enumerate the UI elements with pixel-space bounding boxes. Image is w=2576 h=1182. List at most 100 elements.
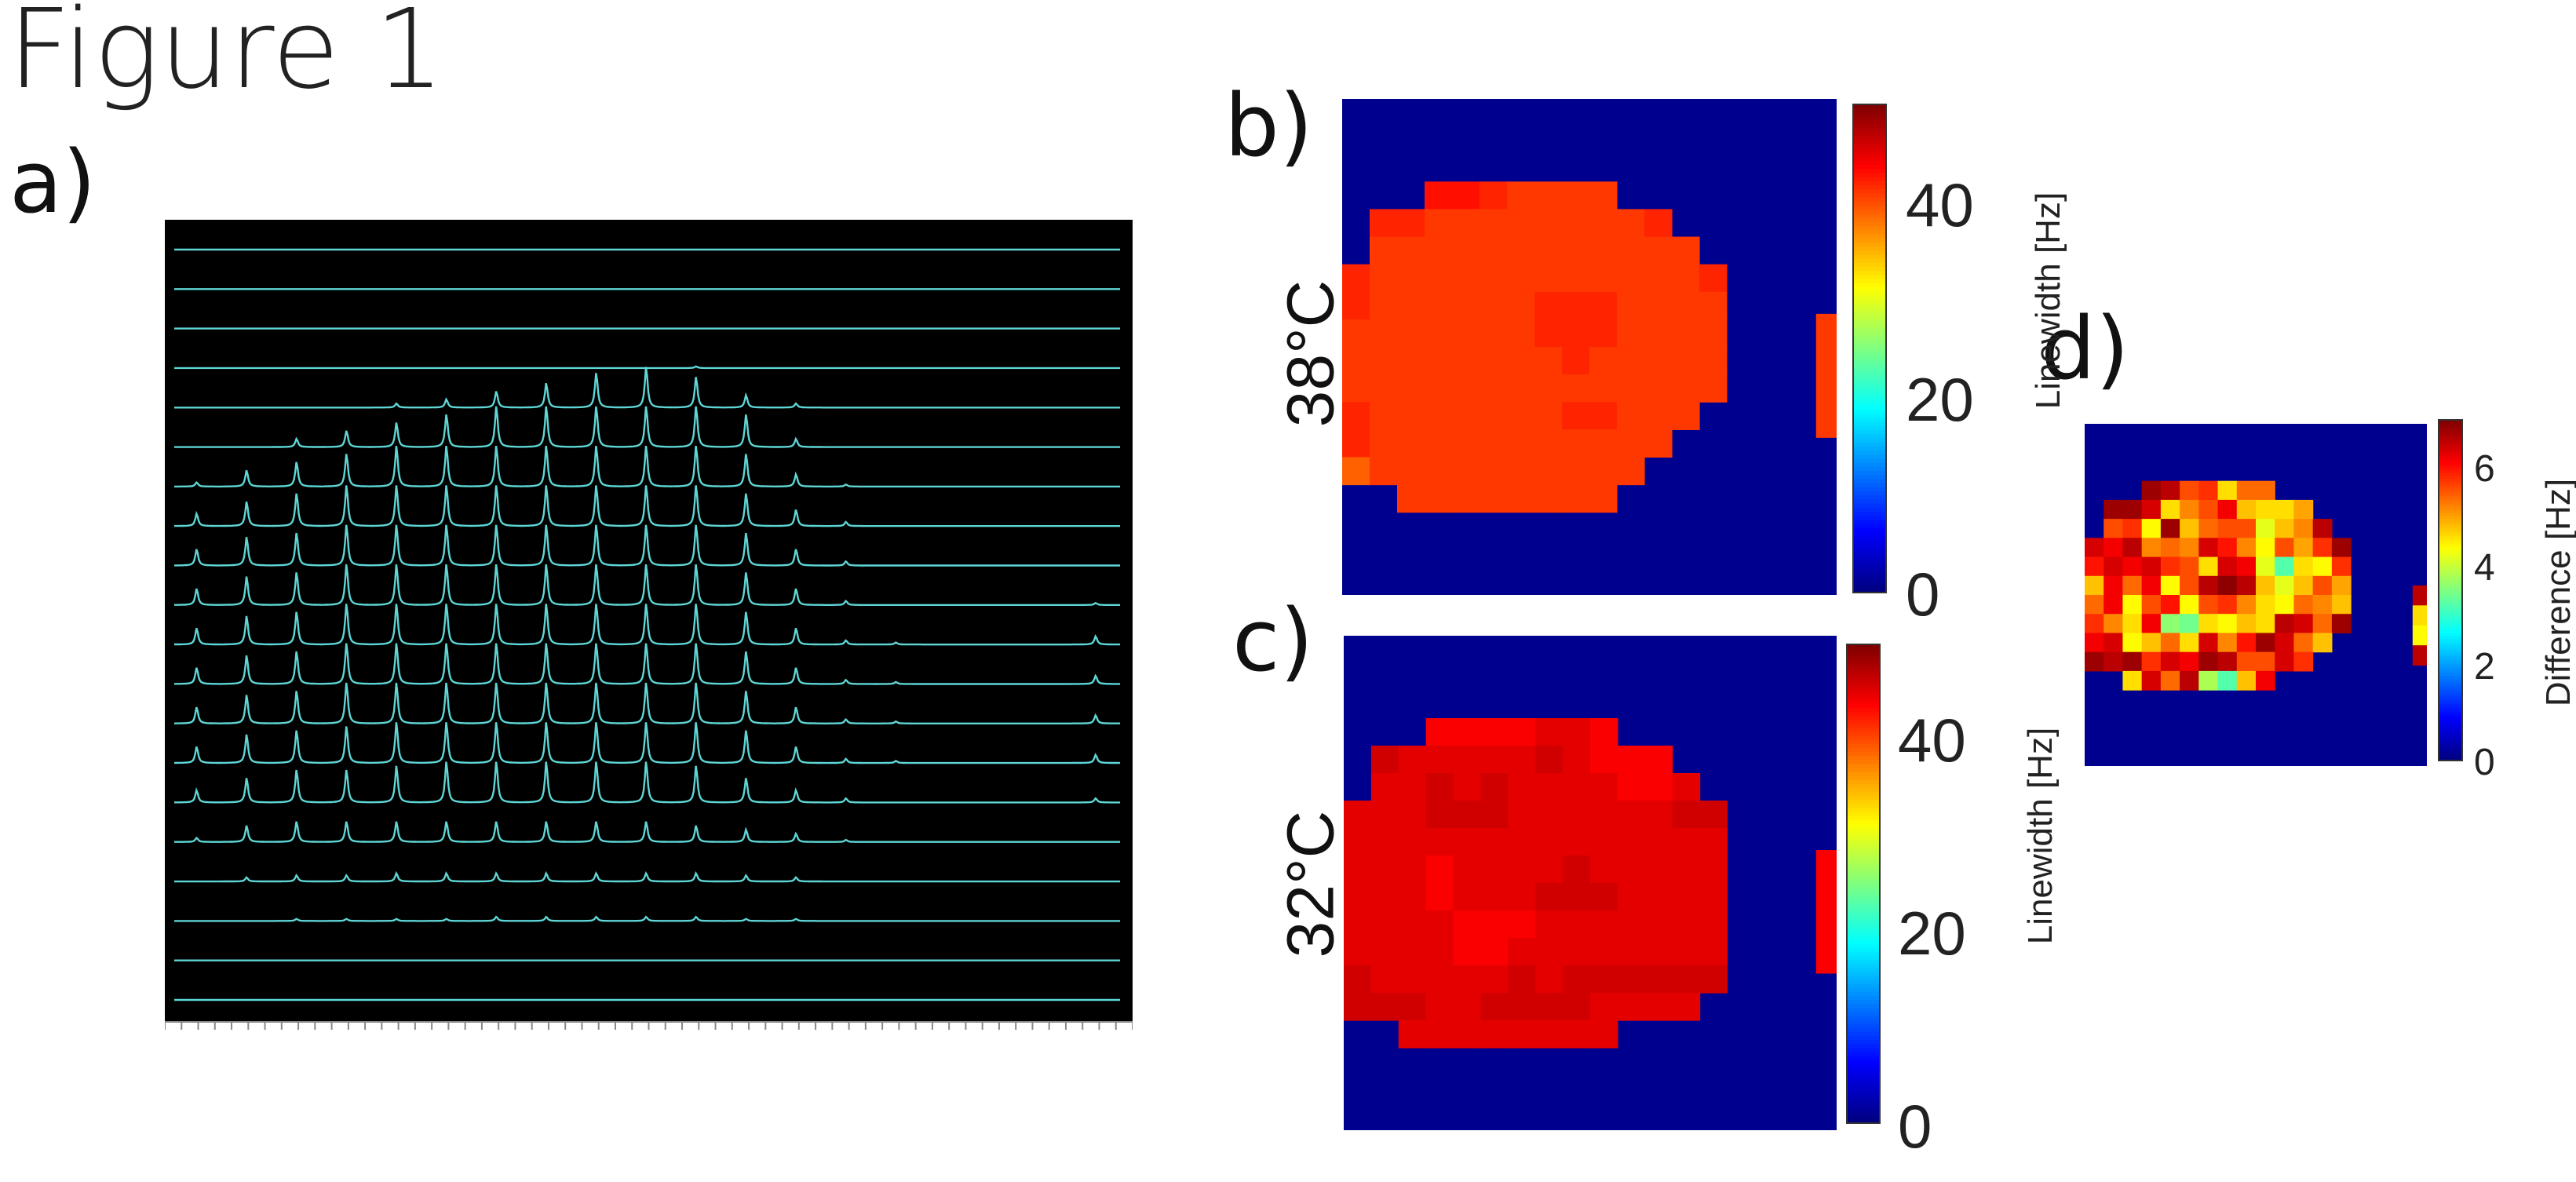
map-cell [1617,236,1645,265]
colorbar-segment [2438,476,2463,480]
map-cell [2141,614,2162,634]
colorbar-segment [1852,471,1887,476]
colorbar-segment [1846,871,1881,877]
colorbar-segment [1846,772,1881,777]
colorbar-segment [2438,430,2463,435]
colorbar-segment [1846,888,1881,893]
map-cell [1534,429,1563,458]
map-cell [1370,773,1399,801]
colorbar-segment [1846,735,1881,741]
map-cell [1535,828,1563,856]
map-cell [1425,374,1453,403]
colorbar-segment [2438,427,2463,432]
colorbar-segment [1852,197,1887,202]
map-cell [1644,938,1673,966]
colorbar-segment [2438,444,2463,449]
map-cell [1480,938,1509,966]
map-cell [1672,993,1701,1021]
colorbar-segment [2438,550,2463,554]
colorbar-segment [2438,498,2463,503]
map-cell [1370,746,1399,774]
colorbar-segment [2438,556,2463,560]
map-cell [1453,910,1482,939]
colorbar-frame [1852,104,1887,593]
colorbar-c-tick-20: 20 [1898,899,1966,968]
map-cell [1370,855,1399,884]
map-cell [1508,718,1536,746]
colorbar-segment [1852,381,1887,386]
colorbar-segment [1852,425,1887,431]
colorbar-segment [2438,559,2463,563]
colorbar-b-tick-20: 20 [1906,365,1974,434]
map-cell [1590,855,1618,884]
colorbar-segment [1852,418,1887,423]
map-cell [2141,575,2162,596]
map-cell [2160,538,2180,558]
map-cell [2180,651,2199,672]
colorbar-segment [1852,193,1887,199]
colorbar-segment [1852,173,1887,178]
map-cell [1672,264,1700,293]
map-cell [1534,347,1563,375]
colorbar-segment [1852,340,1887,345]
map-cell [1507,264,1535,293]
map-cell [1370,347,1398,375]
map-cell [2160,670,2180,691]
map-cell [1507,347,1535,375]
colorbar-segment [1852,568,1887,574]
map-cell [2256,556,2275,577]
map-cell [1699,347,1728,375]
map-cell [1699,828,1728,856]
map-cell [2256,575,2275,596]
colorbar-segment [1846,991,1881,997]
map-cell [1398,910,1427,939]
map-cell [1370,236,1398,265]
map-cell [2312,538,2333,558]
colorbar-segment [1852,201,1887,206]
map-cell [2180,480,2199,501]
map-cell [1672,773,1701,801]
map-cell [1397,484,1425,513]
colorbar-segment [1846,659,1881,665]
colorbar-segment [1846,980,1881,985]
map-cell [1534,457,1563,486]
map-cell [1617,209,1645,238]
colorbar-segment [1846,1004,1881,1009]
map-cell [2085,595,2104,615]
map-cell [1508,883,1536,911]
colorbar-segment [2438,664,2463,669]
map-cell [2198,614,2219,634]
colorbar-segment [2438,533,2463,537]
map-cell [2180,575,2199,596]
colorbar-segment [1846,799,1881,804]
colorbar-segment [1846,855,1881,861]
colorbar-segment [1846,844,1881,849]
colorbar-segment [2438,502,2463,505]
map-cell [2275,614,2295,634]
colorbar-segment [1852,401,1887,407]
map-cell [1672,965,1701,994]
map-cell [1699,855,1728,884]
map-cell [1534,264,1563,293]
colorbar-segment [1846,879,1881,885]
map-cell [1644,773,1673,801]
colorbar-segment [2438,521,2463,526]
colorbar-segment [1852,373,1887,378]
map-cell [1370,291,1398,320]
map-cell [1508,965,1536,994]
colorbar-segment [1846,787,1881,793]
colorbar-segment [2438,513,2463,517]
colorbar-segment [2438,587,2463,591]
colorbar-segment [2438,727,2463,731]
map-cell [1480,319,1508,348]
colorbar-segment [2438,636,2463,640]
map-cell [1672,855,1701,884]
map-cell [1563,855,1591,884]
colorbar-segment [2438,484,2463,489]
map-cell [1563,718,1591,746]
map-cell [1425,209,1453,238]
map-cell [1453,801,1482,829]
map-cell [2236,538,2257,558]
colorbar-segment [2438,505,2463,509]
colorbar-segment [1846,903,1881,909]
